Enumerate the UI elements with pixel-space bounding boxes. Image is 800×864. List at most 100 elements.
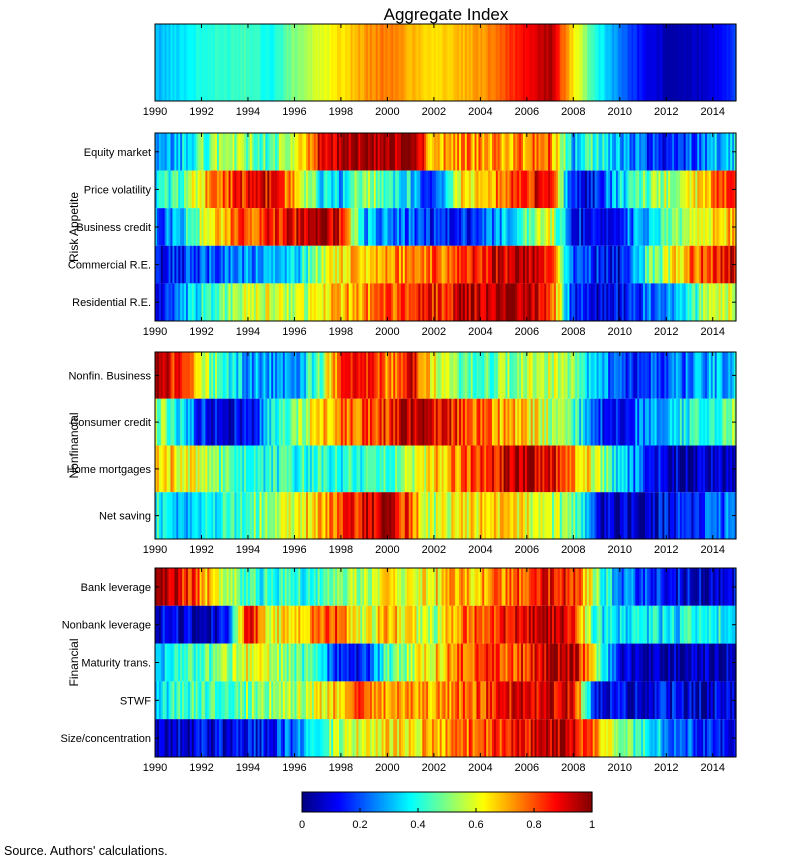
heatmap-cell <box>703 208 706 246</box>
heatmap-row <box>155 643 737 682</box>
heatmap-cell <box>371 719 375 757</box>
heatmap-cell <box>584 208 588 246</box>
heatmap-cell <box>610 283 613 321</box>
heatmap-cell <box>430 568 433 606</box>
heatmap-cell <box>338 681 342 720</box>
heatmap-cell <box>408 133 412 171</box>
heatmap-cell <box>428 208 431 246</box>
heatmap-cell <box>385 24 388 101</box>
heatmap-cell <box>464 170 468 209</box>
heatmap-cell <box>521 568 524 606</box>
heatmap-cell <box>592 605 596 644</box>
heatmap-cell <box>216 352 220 399</box>
heatmap-cell <box>265 208 268 246</box>
heatmap-cell <box>180 643 183 682</box>
heatmap-cell <box>406 24 410 101</box>
heatmap-cell <box>542 643 545 682</box>
heatmap-cell <box>627 445 631 493</box>
heatmap-cell <box>488 568 491 606</box>
heatmap-cell <box>424 568 427 606</box>
heatmap-cell <box>712 681 716 720</box>
heatmap-cell <box>643 605 646 644</box>
heatmap-cell <box>728 24 731 101</box>
heatmap-cell <box>278 245 282 284</box>
colorbar-cell <box>403 792 407 812</box>
heatmap-cell <box>162 133 166 171</box>
heatmap-cell <box>185 568 189 606</box>
heatmap-cell <box>718 445 722 493</box>
heatmap-cell <box>271 643 274 682</box>
heatmap-cell <box>325 170 328 209</box>
heatmap-cell <box>404 568 408 606</box>
heatmap-cell <box>156 24 160 101</box>
heatmap-cell <box>420 133 423 171</box>
colorbar-cell <box>430 792 434 812</box>
heatmap-cell <box>414 398 418 446</box>
heatmap-cell <box>393 681 396 720</box>
heatmap-cell <box>408 605 412 644</box>
heatmap-cell <box>209 643 212 682</box>
heatmap-cell <box>201 568 205 606</box>
heatmap-cell <box>617 133 621 171</box>
colorbar-cell <box>577 792 581 812</box>
heatmap-cell <box>269 445 272 493</box>
heatmap-cell <box>337 352 340 399</box>
heatmap-cell <box>451 492 454 539</box>
heatmap-cell <box>251 352 255 399</box>
heatmap-cell <box>348 605 352 644</box>
heatmap-cell <box>180 283 183 321</box>
heatmap-cell <box>534 568 538 606</box>
heatmap-cell <box>215 283 218 321</box>
heatmap-cell <box>689 133 693 171</box>
heatmap-cell <box>685 445 689 493</box>
heatmap-cell <box>216 133 220 171</box>
heatmap-cell <box>705 283 708 321</box>
heatmap-cell <box>344 492 348 539</box>
heatmap-cell <box>621 719 625 757</box>
heatmap-cell <box>464 398 468 446</box>
heatmap-cell <box>697 24 700 101</box>
heatmap-cell <box>211 398 214 446</box>
heatmap-cell <box>207 208 210 246</box>
heatmap-cell <box>327 445 330 493</box>
heatmap-cell <box>236 245 239 284</box>
heatmap-cell <box>346 605 350 644</box>
heatmap-cell <box>375 719 379 757</box>
heatmap-cell <box>602 24 605 101</box>
heatmap-cell <box>191 398 195 446</box>
heatmap-cell <box>569 492 572 539</box>
heatmap-cell <box>176 170 179 209</box>
heatmap-cell <box>164 283 168 321</box>
heatmap-cell <box>722 681 725 720</box>
heatmap-cell <box>273 170 276 209</box>
heatmap-cell <box>650 398 654 446</box>
heatmap-cell <box>286 681 290 720</box>
colorbar-cell <box>391 792 395 812</box>
heatmap-cell <box>588 398 592 446</box>
heatmap-cell <box>410 245 414 284</box>
colorbar-cell <box>514 792 518 812</box>
heatmap-cell <box>323 568 327 606</box>
heatmap-cell <box>340 24 344 101</box>
heatmap-cell <box>174 719 177 757</box>
heatmap-cell <box>660 133 664 171</box>
heatmap-cell <box>712 568 716 606</box>
heatmap-cell <box>180 170 183 209</box>
heatmap-cell <box>701 445 704 493</box>
heatmap-cell <box>187 245 191 284</box>
heatmap-cell <box>164 445 168 493</box>
heatmap-cell <box>278 568 282 606</box>
heatmap-cell <box>573 719 576 757</box>
heatmap-cell <box>406 681 410 720</box>
heatmap-cell <box>220 445 224 493</box>
heatmap-cell <box>184 719 187 757</box>
heatmap-cell <box>722 719 725 757</box>
heatmap-cell <box>455 492 458 539</box>
heatmap-cell <box>189 208 193 246</box>
heatmap-cell <box>431 719 435 757</box>
heatmap-cell <box>530 283 534 321</box>
heatmap-cell <box>569 681 572 720</box>
heatmap-cell <box>534 719 538 757</box>
heatmap-cell <box>435 398 439 446</box>
heatmap-cell <box>191 208 195 246</box>
